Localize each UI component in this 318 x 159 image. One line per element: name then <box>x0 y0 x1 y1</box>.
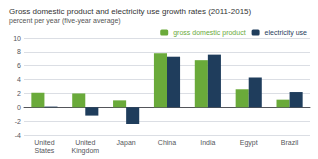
svg-text:-4: -4 <box>15 132 21 139</box>
svg-text:electricity use: electricity use <box>265 29 308 37</box>
svg-text:United: United <box>75 139 95 146</box>
svg-text:States: States <box>34 147 54 154</box>
svg-text:United: United <box>34 139 54 146</box>
svg-text:China: China <box>158 139 176 146</box>
svg-text:Kingdom: Kingdom <box>71 147 99 155</box>
svg-text:Gross domestic product and ele: Gross domestic product and electricity u… <box>9 7 252 16</box>
svg-text:0: 0 <box>17 104 21 111</box>
svg-text:4: 4 <box>17 76 21 83</box>
svg-text:percent per year (five-year av: percent per year (five-year average) <box>9 17 121 25</box>
svg-text:Japan: Japan <box>117 139 136 147</box>
svg-text:gross domestic product: gross domestic product <box>173 29 245 37</box>
svg-text:Egypt: Egypt <box>240 139 258 147</box>
svg-text:-2: -2 <box>15 118 21 125</box>
svg-text:8: 8 <box>17 48 21 55</box>
svg-text:10: 10 <box>13 35 21 42</box>
svg-text:Brazil: Brazil <box>281 139 299 146</box>
svg-text:2: 2 <box>17 90 21 97</box>
svg-text:India: India <box>200 139 215 146</box>
svg-text:6: 6 <box>17 62 21 69</box>
